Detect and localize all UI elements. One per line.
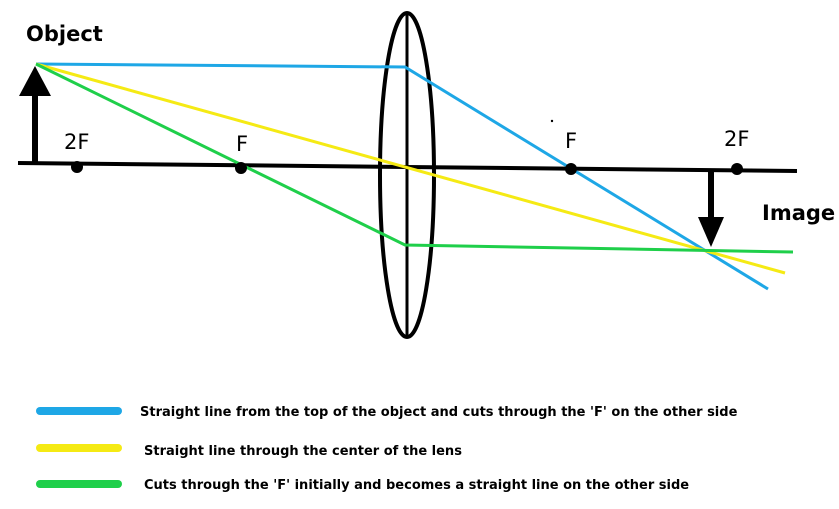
object-label: Object [26, 22, 103, 46]
ray-parallel [35, 62, 769, 291]
double-focal-right-label: 2F [724, 127, 749, 151]
double-focal-left-label: 2F [64, 130, 89, 154]
image-label: Image [762, 201, 835, 225]
object-arrow [19, 66, 51, 165]
image-arrow [698, 172, 724, 247]
focal-right-point [565, 163, 577, 175]
legend: Straight line from the top of the object… [36, 405, 738, 493]
legend-text-parallel: Straight line from the top of the object… [140, 405, 738, 420]
double-focal-right-point [731, 163, 743, 175]
ray-center [35, 62, 786, 275]
stray-dot [550, 119, 554, 123]
legend-text-center: Straight line through the center of the … [144, 444, 462, 459]
focal-right-label: F [565, 129, 577, 153]
focal-left-label: F [236, 132, 248, 156]
ray-focal [35, 62, 794, 254]
legend-text-focal: Cuts through the 'F' initially and becom… [144, 478, 689, 493]
double-focal-left-point [71, 161, 83, 173]
focal-left-point [235, 162, 247, 174]
